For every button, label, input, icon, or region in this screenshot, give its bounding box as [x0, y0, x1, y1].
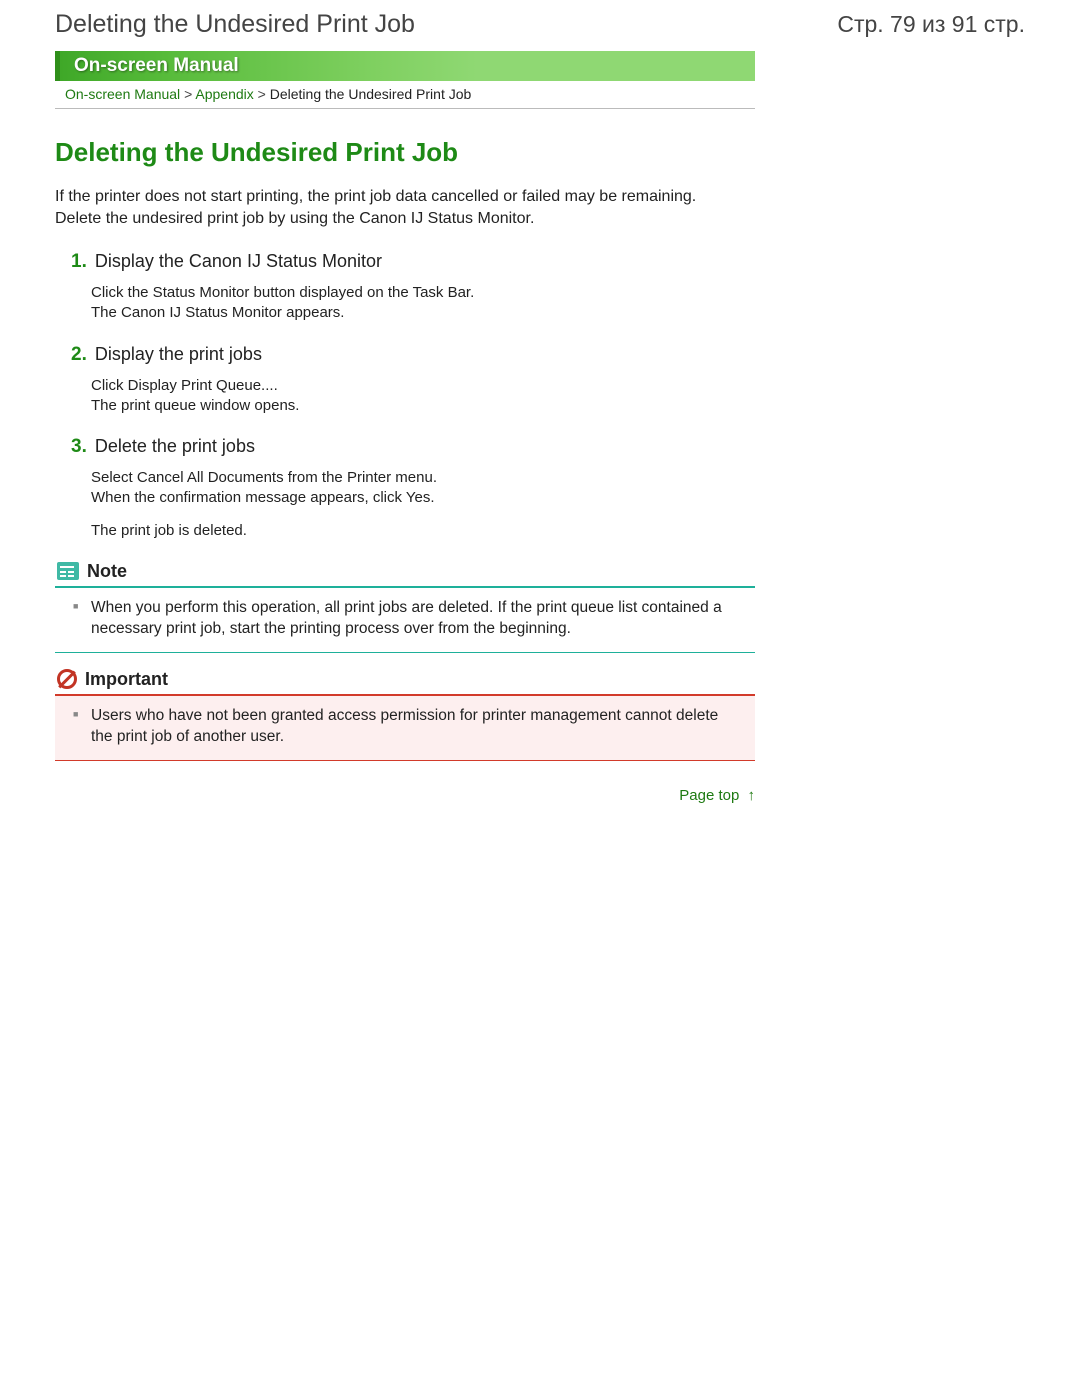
breadcrumb-separator: >: [184, 86, 192, 102]
step-body-line: Select Cancel All Documents from the Pri…: [91, 468, 755, 488]
note-label: Note: [87, 561, 127, 582]
step-body-line: Click the Status Monitor button displaye…: [91, 283, 755, 303]
intro-line: Delete the undesired print job by using …: [55, 208, 755, 230]
breadcrumb-separator: >: [258, 86, 266, 102]
important-icon: [57, 669, 77, 689]
step-title: Display the print jobs: [95, 344, 262, 365]
note-callout: Note When you perform this operation, al…: [55, 561, 755, 653]
important-label: Important: [85, 669, 168, 690]
breadcrumb-current: Deleting the Undesired Print Job: [270, 86, 472, 102]
page-header: Deleting the Undesired Print Job Стр. 79…: [55, 10, 1025, 39]
note-icon: [57, 562, 79, 580]
page-counter: Стр. 79 из 91 стр.: [837, 11, 1025, 38]
breadcrumb-link-appendix[interactable]: Appendix: [195, 86, 253, 102]
step-number: 2.: [71, 344, 87, 366]
step-3: 3. Delete the print jobs Select Cancel A…: [55, 436, 755, 541]
step-2: 2. Display the print jobs Click Display …: [55, 344, 755, 417]
important-callout: Important Users who have not been grante…: [55, 669, 755, 761]
step-1: 1. Display the Canon IJ Status Monitor C…: [55, 251, 755, 324]
step-number: 1.: [71, 251, 87, 273]
up-arrow-icon: ↑: [748, 787, 756, 804]
page-top-link[interactable]: Page top ↑: [55, 787, 755, 804]
content-heading: Deleting the Undesired Print Job: [55, 137, 755, 168]
step-body-line: Click Display Print Queue....: [91, 376, 755, 396]
important-text: Users who have not been granted access p…: [91, 706, 737, 748]
step-body-line: The Canon IJ Status Monitor appears.: [91, 303, 755, 323]
step-title: Delete the print jobs: [95, 436, 255, 457]
step-body-line: When the confirmation message appears, c…: [91, 488, 755, 508]
breadcrumb-link-manual[interactable]: On-screen Manual: [65, 86, 180, 102]
note-text: When you perform this operation, all pri…: [91, 598, 737, 640]
step-title: Display the Canon IJ Status Monitor: [95, 251, 382, 272]
step-number: 3.: [71, 436, 87, 458]
manual-banner: On-screen Manual: [55, 51, 755, 81]
page-top-label: Page top: [679, 787, 739, 804]
step-body-line: The print queue window opens.: [91, 396, 755, 416]
intro-text: If the printer does not start printing, …: [55, 186, 755, 229]
breadcrumb: On-screen Manual > Appendix > Deleting t…: [55, 81, 755, 109]
step-body-line: The print job is deleted.: [91, 521, 755, 541]
intro-line: If the printer does not start printing, …: [55, 186, 755, 208]
page-title: Deleting the Undesired Print Job: [55, 10, 415, 39]
